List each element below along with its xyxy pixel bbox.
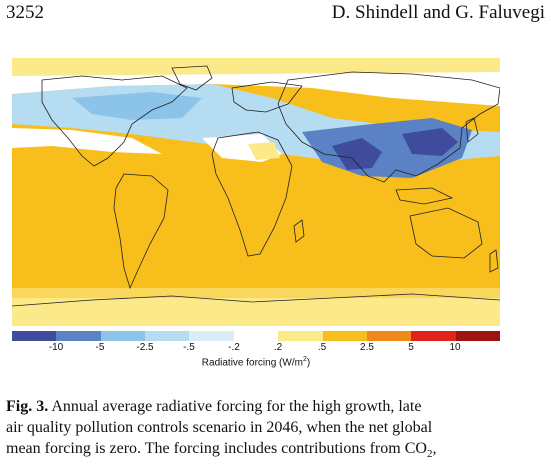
running-header-authors: D. Shindell and G. Faluvegi — [331, 2, 545, 23]
caption-line-2: air quality pollution controls scenario … — [6, 419, 433, 436]
colorbar-segment — [12, 331, 57, 341]
outline-south-america — [113, 173, 169, 290]
colorbar-segment — [455, 331, 501, 341]
colorbar-tick: -.5 — [183, 342, 195, 353]
caption-line-1: Annual average radiative forcing for the… — [48, 398, 422, 415]
colorbar-tick: -10 — [48, 342, 64, 353]
colorbar-tick: 2.5 — [360, 342, 374, 353]
colorbar-tick: -2.5 — [136, 342, 154, 353]
colorbar-segment — [233, 331, 279, 341]
caption-line-3-end: , — [432, 440, 437, 457]
colorbar-segment — [100, 331, 146, 341]
colorbar-title-sup: 2 — [302, 356, 307, 363]
colorbar — [12, 331, 501, 341]
map-north-white-band — [12, 72, 500, 106]
outline-antarctica — [12, 293, 500, 307]
colorbar-title: Radiative forcing (W/m2) — [12, 356, 500, 368]
outline-north-america — [41, 75, 188, 167]
colorbar-segment — [189, 331, 235, 341]
map-southern-pale-band — [12, 288, 500, 298]
colorbar-segment — [322, 331, 368, 341]
colorbar-segment — [366, 331, 412, 341]
outline-africa — [211, 131, 293, 257]
colorbar-segment — [56, 331, 102, 341]
caption-line-3-subscript: 2 — [426, 448, 433, 461]
caption-line-3: mean forcing is zero. The forcing includ… — [6, 440, 427, 457]
colorbar-tick-labels: -10 -5 -2.5 -.5 -.2 .2 .5 2.5 5 10 — [12, 342, 500, 356]
outline-new-zealand — [489, 249, 499, 273]
outline-europe — [231, 81, 303, 113]
outline-japan — [465, 117, 479, 143]
outline-greenland — [171, 65, 213, 91]
continent-outlines — [12, 65, 500, 307]
map-arabia-paleyellow — [248, 142, 280, 160]
map-india-darkblue — [332, 138, 382, 170]
map-antarctic-band — [12, 298, 500, 326]
colorbar-tick: .5 — [317, 342, 327, 353]
map-arctic-band — [12, 58, 500, 76]
map-tropical-white — [12, 128, 162, 154]
colorbar-segment — [411, 331, 457, 341]
colorbar-tick: 5 — [408, 342, 414, 353]
colorbar-title-main: Radiative forcing (W/m — [201, 357, 303, 369]
colorbar-tick: -.2 — [228, 342, 240, 353]
page-number: 3252 — [6, 2, 44, 23]
outline-madagascar — [293, 219, 305, 243]
colorbar-segment — [145, 331, 190, 341]
colorbar-title-end: ) — [306, 357, 311, 369]
colorbar-tick: -5 — [95, 342, 105, 353]
outline-indonesia — [395, 187, 454, 205]
colorbar-segment — [278, 331, 324, 341]
caption-label: Fig. 3. — [6, 398, 49, 415]
outline-asia — [277, 71, 500, 183]
colorbar-tick: 10 — [449, 342, 461, 353]
colorbar-tick: .2 — [273, 342, 283, 353]
outline-australia — [409, 207, 483, 259]
map-atlantic-midblue — [72, 92, 202, 120]
figure-caption: Fig. 3. Annual average radiative forcing… — [6, 396, 546, 465]
radiative-forcing-map — [12, 58, 500, 326]
map-china-darkblue — [402, 128, 458, 156]
